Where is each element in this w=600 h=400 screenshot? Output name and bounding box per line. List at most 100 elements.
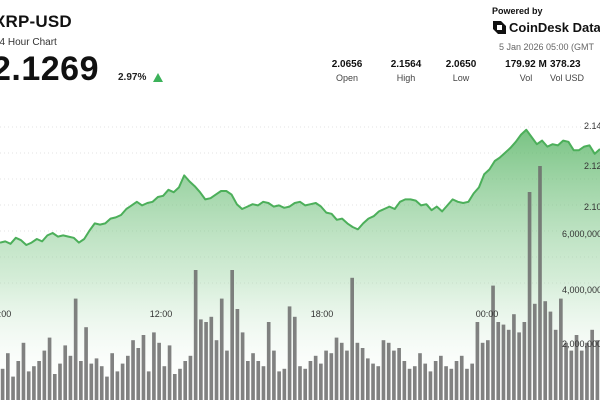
volume-bar [152,332,156,400]
volume-bar [412,366,417,400]
volume-bar [428,371,433,400]
powered-by-label: Powered by [492,6,543,16]
volume-bar [308,361,313,400]
price-area [0,129,600,400]
volume-tick-label: 6,000,000 [562,229,600,239]
volume-bar [126,355,130,400]
volume-bar [105,376,109,400]
volume-bar [532,303,537,400]
x-tick-label: 12:00 [150,309,173,319]
volume-bar [99,366,104,400]
volume-bar [94,358,99,400]
x-tick-label: 00:00 [476,309,499,319]
price-tick-label: 2.10 [584,202,600,212]
volume-bar [559,298,563,400]
volume-bar [42,350,47,400]
volume-bar [287,306,292,400]
volume-bar [110,353,114,400]
volume-bar [47,337,52,400]
volume-bar [522,322,527,400]
volume-bar [225,350,229,400]
volume-bar [439,355,443,400]
price-tick-label: 2.12 [584,161,600,171]
chart-subtitle: 24 Hour Chart [0,37,57,48]
stat-vol-label: Vol [519,73,533,83]
stat-vol-value: 179.92 M [505,59,547,70]
volume-bar [141,335,146,400]
volume-bar [496,322,501,400]
volume-bar [595,340,600,400]
volume-tick-label: 2,000,000 [562,339,600,349]
stat-vol-usd: 378.23 Vol USD [550,59,600,83]
volume-bar [6,353,10,400]
volume-bar [548,311,553,400]
volume-bar [79,361,83,400]
volume-bar [339,342,344,400]
volume-bar [407,368,412,400]
volume-bar [277,371,281,400]
volume-bar [204,322,208,400]
volume-bar [282,368,287,400]
price-line-path [0,128,600,246]
volume-bar [475,322,480,400]
volume-bar [261,366,266,400]
volume-bar [313,355,318,400]
volume-bar [16,361,21,400]
volume-tick-label: 4,000,000 [562,285,600,295]
volume-bar [235,309,240,400]
volume-bar [386,342,391,400]
volume-bar [486,340,490,400]
volume-bars [0,166,600,400]
volume-bar [292,316,297,400]
volume-bar [131,340,135,400]
volume-bar [319,363,323,400]
volume-bar [63,345,68,400]
volume-bar [0,368,5,400]
volume-bar [480,342,485,400]
volume-bar [115,371,120,400]
brand-name: CoinDesk Data [509,20,600,35]
volume-bar [172,374,177,400]
volume-bar [491,285,495,400]
chart-title: XRP-USD [0,12,72,31]
volume-bar [162,366,167,400]
volume-bar [350,277,354,400]
volume-bar [209,316,214,400]
stat-open-label: Open [335,73,359,83]
volume-bar [418,353,422,400]
volume-bar [345,350,349,400]
volume-bar [183,361,188,400]
volume-bar [366,358,370,400]
volume-bar [272,350,276,400]
volume-bar [433,361,438,400]
volume-bar [360,348,365,400]
volume-bar [543,301,548,400]
volume-bar [256,361,261,400]
stat-high-value: 2.1564 [390,59,422,70]
volume-bar [68,355,73,400]
price-tick-label: 2.14 [584,121,600,131]
volume-bar [11,376,15,400]
volume-bar [371,363,375,400]
stat-low-label: Low [452,73,470,83]
volume-bar [37,361,41,400]
volume-bar [392,350,396,400]
volume-bar [397,348,401,400]
volume-bar [512,314,516,400]
volume-bar [569,350,574,400]
stat-high-label: High [396,73,416,83]
volume-bar [574,335,579,400]
volume-bar [251,353,255,400]
volume-bar [553,329,558,400]
stat-high: 2.1564 High [374,59,438,83]
volume-bar [214,340,219,400]
stat-low: 2.0650 Low [429,59,493,83]
stat-vol: 179.92 M Vol [494,59,558,83]
volume-bar [355,342,360,400]
volume-bar [298,366,302,400]
stat-vol-usd-value: 378.23 [550,59,581,70]
volume-bar [454,361,459,400]
volume-bar [538,166,542,400]
volume-bar [84,327,88,400]
